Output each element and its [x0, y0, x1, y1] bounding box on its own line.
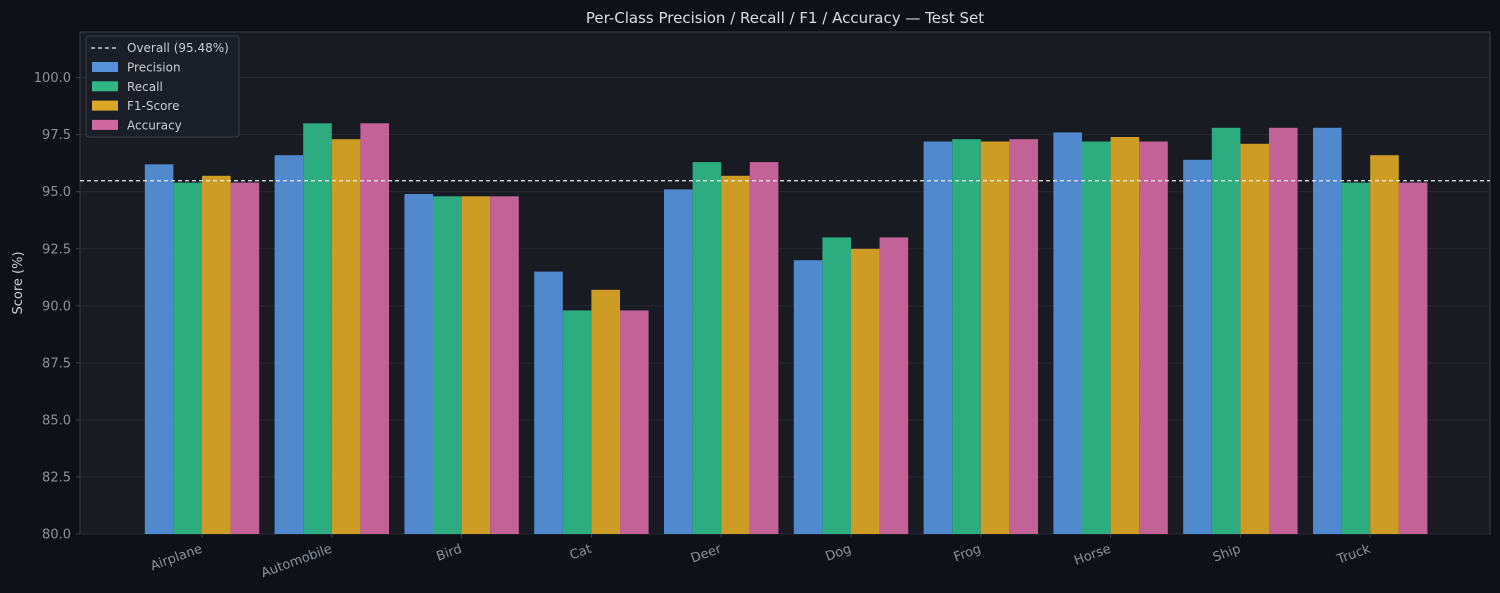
- legend-swatch: [92, 62, 118, 72]
- bar-precision-frog: [923, 141, 953, 534]
- y-tick-label: 85.0: [42, 413, 71, 428]
- bars: [144, 123, 1428, 535]
- bar-recall-automobile: [303, 123, 332, 535]
- bar-recall-ship: [1211, 127, 1241, 535]
- bar-precision-bird: [404, 194, 433, 534]
- bar-f1-score-airplane: [202, 175, 231, 535]
- y-tick-label: 100.0: [34, 71, 71, 86]
- bar-f1-score-automobile: [331, 139, 361, 534]
- legend-label: Accuracy: [127, 118, 182, 132]
- bar-f1-score-bird: [461, 196, 491, 535]
- bar-f1-score-ship: [1240, 143, 1269, 535]
- y-axis-ticks: 80.0 82.5 85.0 87.5 90.0 92.5 95.0 97.5 100.0: [34, 71, 80, 543]
- bar-recall-dog: [822, 237, 851, 534]
- bar-f1-score-truck: [1370, 155, 1399, 534]
- bar-recall-frog: [952, 139, 981, 534]
- bar-precision-dog: [793, 260, 823, 534]
- bar-recall-airplane: [173, 182, 202, 534]
- y-tick-label: 97.5: [42, 128, 71, 143]
- x-tick-label: Cat: [568, 542, 594, 564]
- bar-precision-truck: [1313, 127, 1342, 535]
- y-tick-label: 90.0: [42, 299, 71, 314]
- chart-title: Per-Class Precision / Recall / F1 / Accu…: [586, 9, 984, 27]
- legend-label: F1-Score: [127, 99, 179, 113]
- bar-precision-cat: [534, 271, 563, 534]
- legend-label: Recall: [127, 80, 163, 94]
- bar-accuracy-horse: [1139, 141, 1168, 534]
- bar-accuracy-cat: [620, 310, 649, 534]
- legend-swatch: [92, 81, 118, 92]
- legend-box: [85, 35, 240, 138]
- legend-swatch: [92, 100, 118, 111]
- y-tick-label: 92.5: [42, 242, 71, 257]
- legend-label: Precision: [127, 61, 181, 75]
- bar-recall-cat: [562, 310, 592, 534]
- legend: Overall (95.48%) Precision Recall F1-Score…: [85, 35, 240, 138]
- y-tick-label: 82.5: [42, 470, 71, 485]
- bar-precision-automobile: [274, 155, 304, 534]
- bar-f1-score-deer: [721, 175, 750, 535]
- bar-precision-ship: [1183, 159, 1212, 535]
- bar-recall-bird: [433, 196, 462, 535]
- bar-accuracy-ship: [1269, 127, 1298, 535]
- bar-accuracy-airplane: [230, 182, 260, 534]
- bar-f1-score-horse: [1110, 137, 1140, 534]
- bar-accuracy-dog: [879, 237, 909, 534]
- y-tick-label: 95.0: [42, 185, 71, 200]
- bar-f1-score-cat: [591, 289, 620, 534]
- legend-reference-label: Overall (95.48%): [127, 41, 229, 55]
- y-tick-label: 87.5: [42, 356, 71, 371]
- bar-precision-horse: [1053, 132, 1082, 534]
- bar-f1-score-frog: [980, 141, 1010, 534]
- bar-accuracy-automobile: [360, 123, 389, 535]
- y-tick-label: 80.0: [42, 528, 71, 543]
- y-axis-title: Score (%): [11, 251, 26, 314]
- bar-f1-score-dog: [851, 248, 880, 535]
- legend-swatch: [92, 119, 118, 130]
- bar-accuracy-frog: [1009, 139, 1038, 534]
- bar-precision-airplane: [144, 164, 174, 535]
- bar-recall-truck: [1341, 182, 1371, 534]
- bar-accuracy-bird: [490, 196, 519, 535]
- bar-accuracy-deer: [749, 162, 779, 534]
- bar-precision-deer: [664, 189, 693, 534]
- bar-recall-horse: [1082, 141, 1111, 534]
- bar-accuracy-truck: [1398, 182, 1428, 534]
- bar-recall-deer: [692, 162, 722, 534]
